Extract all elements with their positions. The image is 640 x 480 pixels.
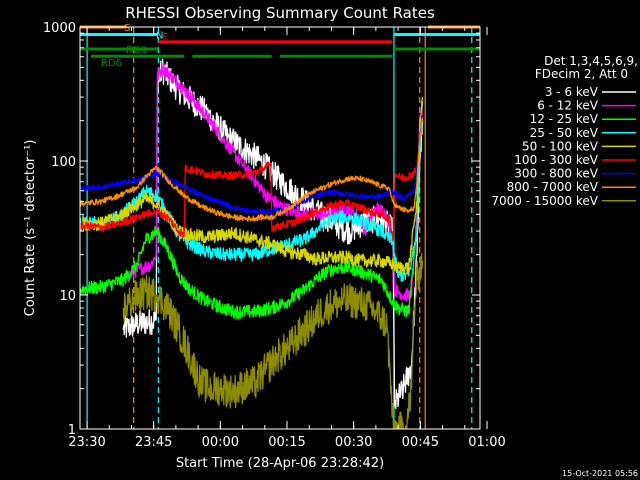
legend-label-25-50-kev: 25 - 50 keV (530, 126, 599, 140)
plot-frame (79, 26, 481, 430)
x-tick-label: 00:30 (335, 435, 372, 450)
footer-timestamp: 15-Oct-2021 05:56 (562, 469, 638, 478)
legend-label-3-6-kev: 3 - 6 keV (545, 85, 599, 99)
flag-label-s: S (124, 23, 130, 34)
x-tick-label: 00:15 (268, 435, 305, 450)
series-line-12-25-kev (80, 112, 424, 320)
legend-label-7000-15000-kev: 7000 - 15000 keV (491, 194, 598, 208)
series-line-7000-15000-kev (122, 252, 424, 429)
x-tick-label: 23:45 (135, 435, 172, 450)
y-tick-label: 1000 (43, 21, 76, 36)
flag-label-f: F (162, 32, 168, 43)
flag-label-rd6: RD6 (101, 58, 122, 69)
series-line-800-7000-kev (80, 117, 424, 222)
legend-header-line-1: Det 1,3,4,5,6,9, (544, 54, 638, 68)
y-tick-label: 1 (68, 423, 76, 438)
series-line-300-800-kev (80, 115, 424, 215)
flag-label-n: N (156, 30, 163, 41)
legend-label-6-12-kev: 6 - 12 keV (537, 99, 599, 113)
x-tick-label: 23:30 (68, 435, 105, 450)
x-axis-label: Start Time (28-Apr-06 23:28:42) (176, 456, 384, 471)
chart-title: RHESSI Observing Summary Count Rates (125, 4, 435, 22)
y-tick-label: 10 (59, 289, 76, 304)
legend-label-100-300-kev: 100 - 300 keV (514, 153, 598, 167)
legend-label-300-800-kev: 300 - 800 keV (514, 167, 598, 181)
series-line-100-300-kev (80, 112, 424, 242)
y-axis-label: Count Rate (s⁻¹ detector⁻¹) (23, 140, 38, 317)
legend-header-line-2: FDecim 2, Att 0 (535, 67, 628, 81)
flag-label-rd0: RD0 (126, 45, 147, 56)
axis-ticks: 23:30 23:45 00:00 00:15 00:30 00:45 01:00 1 10 10… (43, 21, 506, 450)
y-tick-label: 100 (51, 155, 76, 170)
x-tick-label: 01:00 (468, 435, 505, 450)
series-line-50-100-kev (80, 96, 424, 275)
legend-label-800-7000-kev: 800 - 7000 keV (507, 180, 599, 194)
legend-label-12-25-kev: 12 - 25 keV (530, 112, 599, 126)
legend-label-50-100-kev: 50 - 100 keV (522, 139, 599, 153)
x-tick-label: 00:45 (402, 435, 439, 450)
x-tick-label: 00:00 (202, 435, 239, 450)
series-lines (80, 58, 424, 429)
